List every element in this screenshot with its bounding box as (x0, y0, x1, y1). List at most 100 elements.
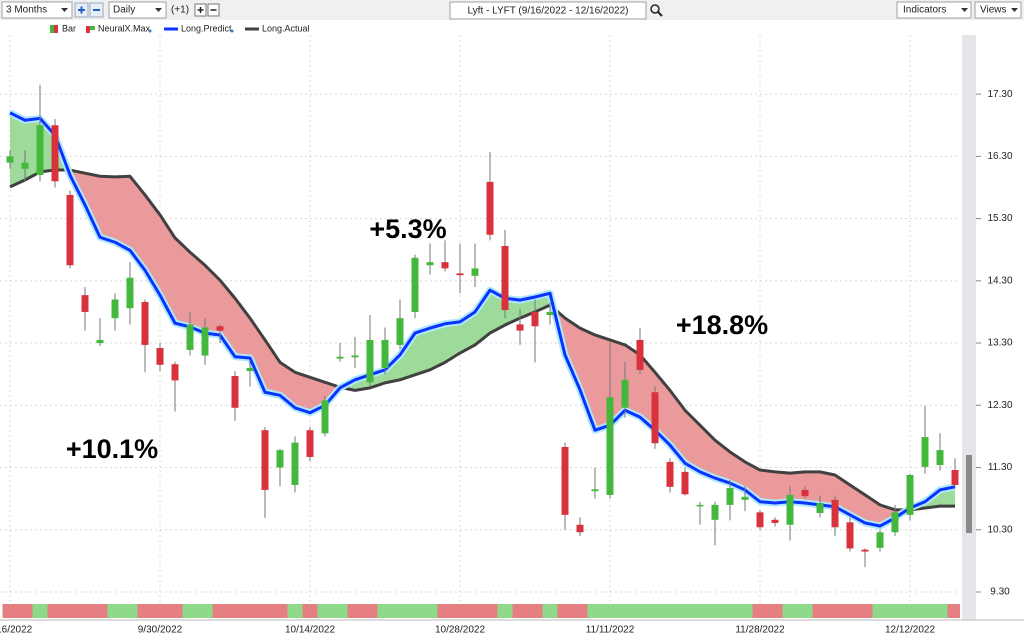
offset-add-button[interactable] (194, 3, 207, 17)
signal-cell (887, 604, 903, 618)
signal-cell (947, 604, 960, 618)
spread-fill (190, 252, 205, 334)
x-tick-label: 10/14/2022 (285, 625, 335, 636)
search-button[interactable] (650, 4, 663, 17)
signal-cell (92, 604, 108, 618)
spread-fill (610, 339, 625, 426)
candle-body (621, 379, 629, 408)
y-tick-label: 9.30 (990, 587, 1010, 598)
candle-body (696, 504, 704, 507)
spread-fill (100, 176, 115, 243)
series-line (9, 111, 956, 528)
dropdown-arrow (155, 8, 162, 12)
x-tick-label: 11/28/2022 (735, 625, 785, 636)
candle-body (336, 356, 344, 359)
candle-body (711, 504, 719, 520)
candle-body (951, 470, 959, 485)
search-icon[interactable] (650, 4, 660, 14)
plus-icon (197, 7, 204, 13)
add-button[interactable] (74, 2, 89, 18)
signal-cell (347, 604, 363, 618)
legend-icon (50, 25, 54, 33)
signal-cell (392, 604, 408, 618)
candle-body (876, 532, 884, 548)
spread-fill (595, 334, 610, 431)
spread-fill (730, 451, 745, 490)
offset-remove-button[interactable] (207, 3, 220, 17)
y-tick-label: 11.30 (988, 462, 1013, 473)
candle-body (906, 474, 914, 515)
views-select[interactable]: Views (974, 1, 1022, 19)
spread-fill (415, 328, 430, 375)
signal-cell (767, 604, 783, 618)
signal-cell (422, 604, 438, 618)
signal-cell (542, 604, 558, 618)
candle-body (351, 355, 359, 358)
select-box[interactable] (1, 1, 73, 19)
y-tick-label: 12.30 (987, 400, 1012, 411)
period-label: 3 Months (6, 5, 47, 16)
views-label: Views (980, 5, 1007, 16)
signal-cell (122, 604, 138, 618)
candle-body (216, 326, 224, 331)
candle-body (636, 339, 644, 370)
candle-body (591, 489, 599, 492)
candle-body (666, 461, 674, 487)
signal-cell (452, 604, 468, 618)
candle-body (726, 488, 734, 505)
spread-fill (400, 333, 415, 380)
scrollbar-thumb[interactable] (966, 455, 972, 533)
scrollbar-track[interactable] (962, 35, 976, 620)
select-box[interactable] (108, 1, 167, 19)
spread-fill (235, 298, 250, 358)
signal-cell (647, 604, 663, 618)
candle-body (231, 376, 239, 408)
signal-cell (407, 604, 423, 618)
legend-label: NeuralX.Max (98, 23, 151, 33)
title-box[interactable] (449, 1, 647, 20)
plus-icon (78, 6, 85, 14)
signal-cell (842, 604, 858, 618)
candle-body (456, 273, 464, 276)
plot-area (0, 35, 960, 620)
spread-fill (490, 290, 505, 334)
signal-cell (692, 604, 708, 618)
candle-body (816, 503, 824, 513)
signal-cell (467, 604, 483, 618)
candle-body (141, 301, 149, 345)
indicators-select[interactable]: Indicators (896, 1, 972, 19)
select-box[interactable] (974, 1, 1022, 19)
signal-cell (572, 604, 588, 618)
signal-cell (512, 604, 528, 618)
remove-button[interactable] (89, 2, 104, 18)
legend-icon (54, 25, 58, 33)
candle-body (921, 437, 929, 467)
y-tick-label: 15.30 (987, 213, 1012, 224)
series-line (9, 168, 955, 512)
dropdown-arrow (961, 8, 968, 12)
spread-fill (175, 237, 190, 327)
spread-fill (625, 344, 640, 418)
candle-body (51, 125, 59, 182)
signal-cell (857, 604, 873, 618)
candle-body (396, 318, 404, 345)
spread-fill (820, 471, 835, 507)
period-select[interactable]: 3 Months (1, 1, 73, 19)
signal-cell (782, 604, 798, 618)
dropdown-arrow (61, 8, 68, 12)
signal-cell (287, 604, 303, 618)
signal-cell (902, 604, 918, 618)
signal-cell (707, 604, 723, 618)
interval-select[interactable]: Daily (108, 1, 167, 19)
signal-cell (557, 604, 573, 618)
signal-cell (182, 604, 198, 618)
select-box[interactable] (896, 1, 972, 19)
y-tick-label: 10.30 (987, 524, 1012, 535)
candle-body (471, 268, 479, 276)
legend-icon (86, 26, 90, 33)
signal-cell (317, 604, 333, 618)
candle-body (771, 519, 779, 523)
spread-fill (295, 372, 310, 413)
signal-cell (797, 604, 813, 618)
